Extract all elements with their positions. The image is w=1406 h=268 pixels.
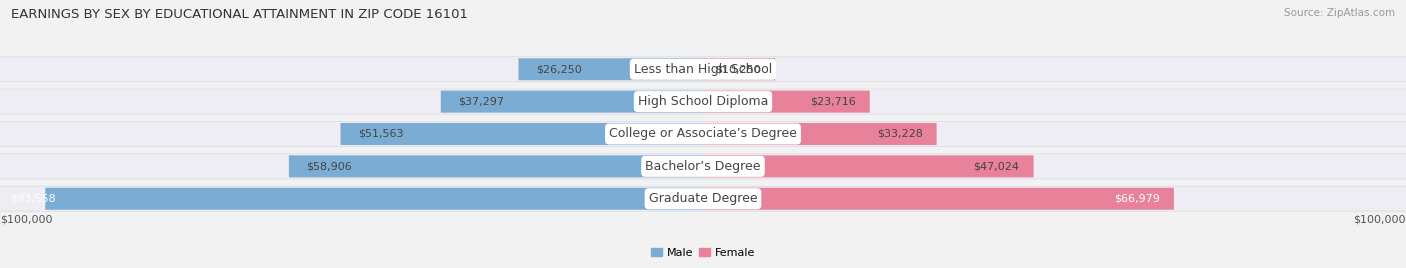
Text: $51,563: $51,563 bbox=[359, 129, 404, 139]
Text: College or Associate’s Degree: College or Associate’s Degree bbox=[609, 128, 797, 140]
Text: $100,000: $100,000 bbox=[1354, 214, 1406, 224]
Text: Graduate Degree: Graduate Degree bbox=[648, 192, 758, 205]
FancyBboxPatch shape bbox=[45, 188, 703, 210]
FancyBboxPatch shape bbox=[703, 123, 936, 145]
FancyBboxPatch shape bbox=[0, 153, 1406, 179]
Text: Bachelor’s Degree: Bachelor’s Degree bbox=[645, 160, 761, 173]
FancyBboxPatch shape bbox=[0, 57, 1406, 81]
Text: Source: ZipAtlas.com: Source: ZipAtlas.com bbox=[1284, 8, 1395, 18]
FancyBboxPatch shape bbox=[0, 186, 1406, 212]
Text: Less than High School: Less than High School bbox=[634, 63, 772, 76]
Text: $37,297: $37,297 bbox=[458, 97, 505, 107]
FancyBboxPatch shape bbox=[340, 123, 703, 145]
FancyBboxPatch shape bbox=[0, 56, 1406, 82]
Text: $26,250: $26,250 bbox=[536, 64, 582, 74]
FancyBboxPatch shape bbox=[0, 121, 1406, 147]
FancyBboxPatch shape bbox=[519, 58, 703, 80]
FancyBboxPatch shape bbox=[703, 58, 775, 80]
Text: EARNINGS BY SEX BY EDUCATIONAL ATTAINMENT IN ZIP CODE 16101: EARNINGS BY SEX BY EDUCATIONAL ATTAINMEN… bbox=[11, 8, 468, 21]
Text: $100,000: $100,000 bbox=[0, 214, 52, 224]
FancyBboxPatch shape bbox=[0, 89, 1406, 115]
FancyBboxPatch shape bbox=[0, 154, 1406, 178]
FancyBboxPatch shape bbox=[0, 90, 1406, 114]
FancyBboxPatch shape bbox=[288, 155, 703, 177]
Text: $66,979: $66,979 bbox=[1114, 194, 1160, 204]
Text: $58,906: $58,906 bbox=[307, 161, 353, 171]
Legend: Male, Female: Male, Female bbox=[647, 243, 759, 262]
Text: $23,716: $23,716 bbox=[810, 97, 856, 107]
FancyBboxPatch shape bbox=[703, 188, 1174, 210]
FancyBboxPatch shape bbox=[0, 187, 1406, 211]
FancyBboxPatch shape bbox=[703, 155, 1033, 177]
Text: $10,250: $10,250 bbox=[716, 64, 761, 74]
Text: High School Diploma: High School Diploma bbox=[638, 95, 768, 108]
FancyBboxPatch shape bbox=[703, 91, 870, 113]
Text: $47,024: $47,024 bbox=[973, 161, 1019, 171]
Text: $33,228: $33,228 bbox=[877, 129, 922, 139]
FancyBboxPatch shape bbox=[0, 122, 1406, 146]
FancyBboxPatch shape bbox=[441, 91, 703, 113]
Text: $93,558: $93,558 bbox=[10, 194, 56, 204]
